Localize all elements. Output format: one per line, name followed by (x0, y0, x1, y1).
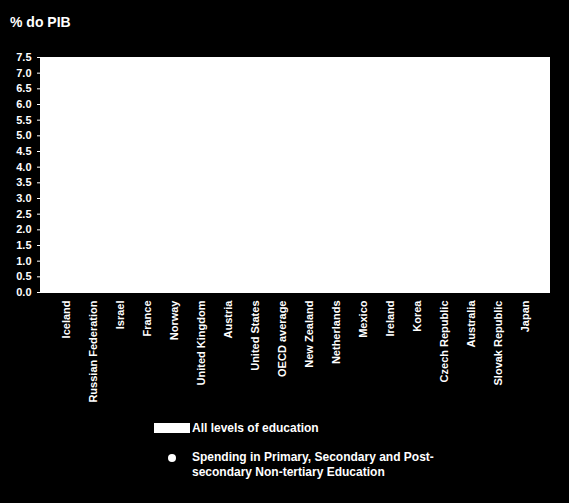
svg-text:0.5: 0.5 (16, 270, 31, 282)
svg-text:0.0: 0.0 (16, 286, 31, 298)
svg-text:Korea: Korea (411, 300, 423, 332)
svg-text:7.5: 7.5 (16, 51, 31, 63)
svg-text:Japan: Japan (519, 300, 531, 332)
svg-text:1.5: 1.5 (16, 239, 31, 251)
svg-text:1.0: 1.0 (16, 255, 31, 267)
svg-text:3.0: 3.0 (16, 192, 31, 204)
svg-text:United States: United States (249, 301, 261, 371)
svg-text:Australia: Australia (465, 300, 477, 348)
svg-text:Netherlands: Netherlands (330, 301, 342, 365)
svg-text:New Zealand: New Zealand (303, 301, 315, 368)
svg-text:2.5: 2.5 (16, 208, 31, 220)
svg-text:Slovak Republic: Slovak Republic (492, 301, 504, 386)
svg-text:Israel: Israel (114, 301, 126, 330)
svg-text:7.0: 7.0 (16, 67, 31, 79)
html-text:% do PIB: % do PIB (10, 14, 71, 30)
svg-text:5.5: 5.5 (16, 114, 31, 126)
svg-text:Mexico: Mexico (357, 300, 369, 338)
svg-text:OECD average: OECD average (276, 301, 288, 377)
svg-text:6.0: 6.0 (16, 98, 31, 110)
svg-text:Iceland: Iceland (60, 301, 72, 339)
svg-text:Norway: Norway (168, 300, 180, 341)
svg-text:United Kingdom: United Kingdom (195, 300, 207, 385)
svg-text:2.0: 2.0 (16, 223, 31, 235)
svg-text:6.5: 6.5 (16, 82, 31, 94)
svg-text:4.0: 4.0 (16, 161, 31, 173)
svg-text:Czech Republic: Czech Republic (438, 301, 450, 383)
svg-text:5.0: 5.0 (16, 129, 31, 141)
svg-text:Ireland: Ireland (384, 301, 396, 337)
html-text:Spending in Primary, Secondary: Spending in Primary, Secondary and Post-… (192, 450, 434, 479)
html-text:All levels of education: All levels of education (192, 421, 319, 435)
svg-text:Austria: Austria (222, 300, 234, 339)
svg-text:3.5: 3.5 (16, 176, 31, 188)
svg-text:Russian Federation: Russian Federation (87, 300, 99, 402)
svg-text:France: France (141, 301, 153, 337)
svg-text:4.5: 4.5 (16, 145, 31, 157)
